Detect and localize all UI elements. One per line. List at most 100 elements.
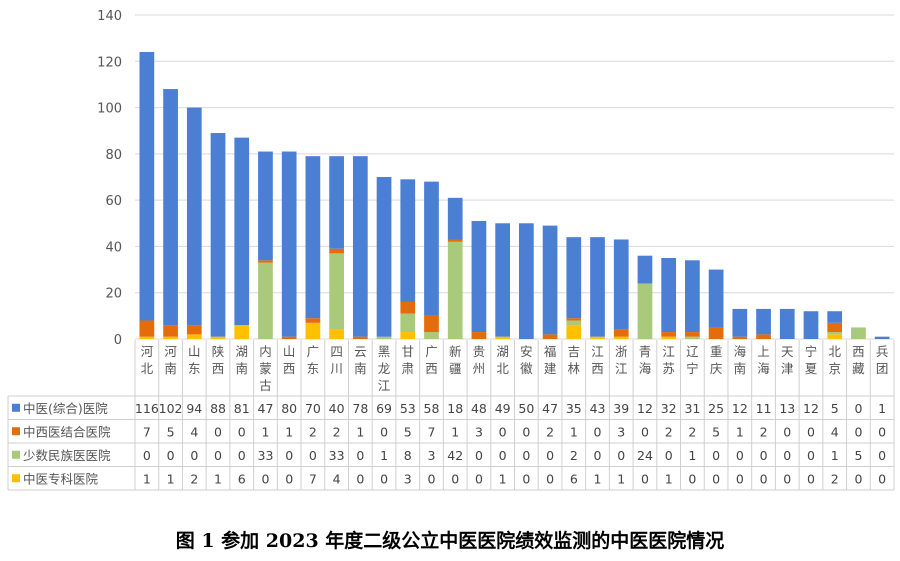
table-cell: 0: [285, 471, 293, 486]
bar-segment: [874, 336, 890, 339]
bar-segment: [732, 308, 748, 337]
table-cell: 0: [261, 471, 269, 486]
bar-segment: [210, 336, 226, 339]
bar-segment: [163, 325, 178, 337]
table-cell: 0: [522, 424, 530, 439]
bar-segment: [234, 325, 250, 339]
table-cell: 81: [234, 401, 250, 416]
bar-segment: [637, 283, 653, 339]
table-cell: 0: [309, 448, 317, 463]
table-cell: 5: [712, 424, 720, 439]
category-label: 庆: [710, 361, 723, 376]
category-label: 西: [212, 361, 225, 376]
table-cell: 32: [661, 401, 677, 416]
table-cell: 0: [167, 448, 175, 463]
category-label: 天: [781, 344, 794, 359]
table-cell: 0: [854, 471, 862, 486]
y-tick-label: 120: [97, 55, 122, 70]
category-label: 山: [283, 344, 296, 359]
bar-segment: [590, 336, 605, 339]
category-label: 宁: [686, 361, 699, 376]
category-label: 藏: [852, 361, 865, 376]
table-cell: 43: [590, 401, 606, 416]
bar-segment: [566, 325, 582, 339]
bar-segment: [566, 320, 582, 326]
table-cell: 0: [380, 471, 388, 486]
table-cell: 58: [424, 401, 440, 416]
bar-segment: [376, 177, 392, 337]
category-label: 吉: [568, 344, 581, 359]
bar-segment: [258, 151, 273, 261]
category-label: 北: [141, 361, 154, 376]
table-cell: 2: [688, 424, 696, 439]
category-label: 福: [544, 344, 557, 359]
category-label: 北: [828, 344, 841, 359]
category-label: 上: [757, 344, 770, 359]
category-label: 西: [283, 361, 296, 376]
category-label: 陕: [212, 344, 225, 359]
bar-segment: [685, 336, 700, 339]
table-cell: 2: [831, 471, 839, 486]
table-cell: 40: [329, 401, 345, 416]
table-cell: 1: [167, 471, 175, 486]
bar-segment: [329, 248, 344, 254]
category-label: 古: [259, 378, 272, 393]
bar-segment: [827, 332, 843, 335]
category-label: 海: [639, 361, 652, 376]
bar-segment: [756, 334, 771, 339]
category-label: 南: [354, 361, 367, 376]
bar-segment: [685, 332, 700, 337]
table-cell: 0: [380, 424, 388, 439]
table-cell: 0: [522, 471, 530, 486]
table-cell: 0: [854, 424, 862, 439]
bar-segment: [566, 318, 582, 321]
table-cell: 0: [878, 424, 886, 439]
category-label: 苏: [662, 361, 675, 376]
category-label: 四: [330, 344, 343, 359]
bar-segment: [400, 332, 416, 339]
bar-segment: [329, 253, 344, 330]
bar-segment: [827, 334, 843, 339]
bar-segment: [329, 329, 344, 339]
y-tick-label: 20: [105, 287, 122, 302]
bar-segment: [163, 89, 178, 326]
legend-swatch: [12, 474, 20, 483]
category-label: 宁: [805, 344, 818, 359]
legend-label: 少数民族医医院: [23, 448, 111, 463]
table-cell: 0: [783, 424, 791, 439]
category-label: 浙: [615, 344, 628, 359]
table-cell: 0: [499, 424, 507, 439]
bar-segment: [210, 133, 226, 337]
legend-label: 中医专科医院: [23, 471, 99, 486]
bar-segment: [400, 301, 416, 314]
bar-segment: [803, 311, 819, 339]
category-label: 南: [235, 361, 248, 376]
table-cell: 0: [594, 424, 602, 439]
bar-segment: [258, 260, 273, 263]
category-label: 津: [781, 361, 794, 376]
table-cell: 0: [499, 448, 507, 463]
table-cell: 1: [499, 471, 507, 486]
category-label: 西: [591, 361, 604, 376]
bar-segment: [186, 107, 202, 326]
bar-segment: [708, 327, 724, 339]
bar-segment: [281, 151, 297, 337]
category-label: 江: [662, 344, 675, 359]
table-cell: 0: [143, 448, 151, 463]
table-cell: 1: [143, 471, 151, 486]
category-label: 江: [591, 344, 604, 359]
category-label: 云: [354, 344, 367, 359]
table-cell: 13: [779, 401, 795, 416]
table-cell: 1: [356, 424, 364, 439]
bar-segment: [708, 269, 724, 328]
bar-segment: [447, 239, 463, 242]
category-label: 湖: [496, 344, 509, 359]
category-label: 海: [757, 361, 770, 376]
table-cell: 0: [238, 448, 246, 463]
table-cell: 0: [641, 424, 649, 439]
table-cell: 0: [214, 448, 222, 463]
category-label: 蒙: [259, 361, 272, 376]
y-tick-label: 80: [105, 148, 122, 163]
table-cell: 2: [570, 448, 578, 463]
bar-segment: [779, 308, 795, 339]
